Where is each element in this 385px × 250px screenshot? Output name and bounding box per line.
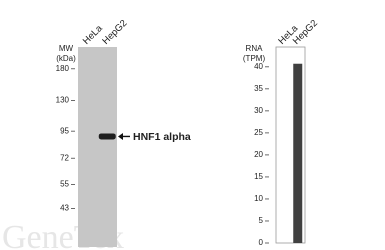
y-axis-label: MW xyxy=(59,44,74,53)
band-label: HNF1 alpha xyxy=(133,131,191,143)
y-tick-label: 20 xyxy=(254,150,263,159)
lane-label: HepG2 xyxy=(100,18,129,47)
y-axis-label: (kDa) xyxy=(56,54,76,63)
y-tick-label: 55 xyxy=(60,180,69,189)
blot-membrane xyxy=(78,47,117,247)
y-tick-label: 40 xyxy=(254,62,263,71)
y-tick-label: 43 xyxy=(60,204,69,213)
y-tick-label: 30 xyxy=(254,106,263,115)
y-tick-label: 15 xyxy=(254,172,263,181)
y-tick-label: 180 xyxy=(56,64,70,73)
y-tick-label: 0 xyxy=(259,238,264,247)
y-tick-label: 25 xyxy=(254,128,263,137)
y-tick-label: 95 xyxy=(60,126,69,135)
y-tick-label: 130 xyxy=(56,96,70,105)
y-axis-label: (TPM) xyxy=(243,54,266,63)
lane-label: HeLa xyxy=(81,23,105,47)
y-tick-label: 72 xyxy=(60,153,69,162)
y-tick-label: 10 xyxy=(254,194,263,203)
band-arrowhead xyxy=(118,132,123,140)
y-tick-label: 35 xyxy=(254,84,263,93)
y-tick-label: 5 xyxy=(259,216,264,225)
y-axis-label: RNA xyxy=(246,44,264,53)
bar xyxy=(293,63,303,244)
protein-band xyxy=(98,133,116,140)
panel-frame xyxy=(275,46,306,244)
